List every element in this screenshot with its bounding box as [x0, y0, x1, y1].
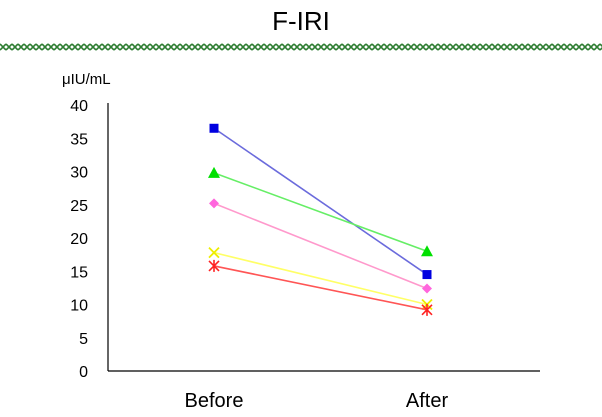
y-tick-labels: 0 5 10 15 20 25 30 35 40: [70, 98, 88, 381]
y-tick-label: 30: [70, 165, 88, 182]
x-tick-label: Before: [185, 390, 244, 412]
series-5: [208, 259, 433, 316]
series-4: [208, 246, 433, 311]
series-line: [213, 265, 428, 311]
y-tick-label: 35: [70, 131, 88, 148]
y-tick-label: 40: [70, 98, 88, 115]
data-point-x: [208, 246, 220, 259]
data-point-diamond: [422, 283, 432, 294]
axes: [107, 103, 540, 372]
y-tick-label: 5: [79, 331, 88, 348]
y-tick-label: 25: [70, 198, 88, 215]
data-point-triangle: [421, 245, 433, 257]
series-line: [213, 251, 428, 306]
series-line: [213, 127, 428, 276]
data-point-diamond: [209, 198, 219, 209]
y-tick-label: 20: [70, 231, 88, 248]
series-group: [208, 123, 433, 316]
y-tick-label: 10: [70, 298, 88, 315]
data-point-asterisk: [421, 303, 433, 316]
y-axis-unit-label: μIU/mL: [62, 71, 111, 88]
series-1: [209, 123, 432, 280]
x-tick-label: After: [406, 390, 449, 412]
data-point-triangle: [208, 166, 220, 178]
data-point-square: [422, 270, 432, 280]
x-tick-labels: Before After: [185, 390, 449, 412]
series-3: [209, 198, 432, 294]
series-line: [213, 202, 428, 290]
series-line: [213, 172, 428, 253]
data-point-square: [209, 123, 219, 133]
y-tick-label: 15: [70, 264, 88, 281]
chart-title: F-IRI: [272, 6, 330, 36]
title-divider: [0, 42, 602, 52]
series-2: [208, 166, 433, 257]
data-point-asterisk: [208, 259, 220, 272]
y-tick-label: 0: [79, 364, 88, 381]
